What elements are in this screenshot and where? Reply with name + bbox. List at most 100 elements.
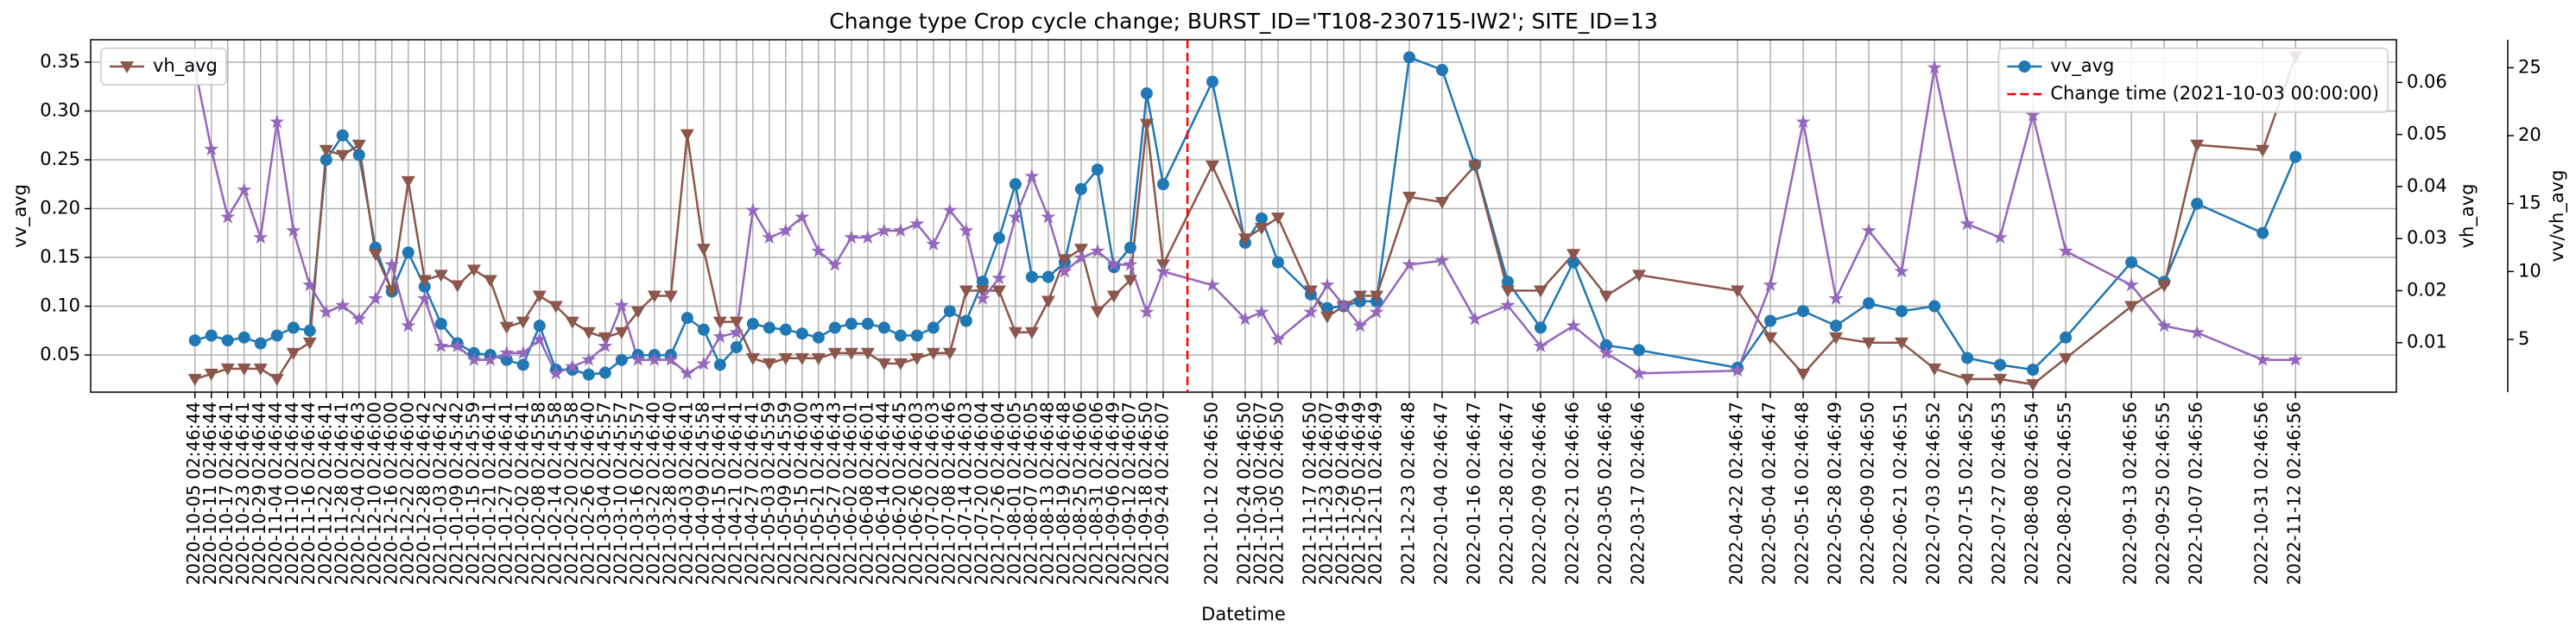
marker	[286, 223, 301, 238]
marker	[384, 257, 400, 271]
marker	[812, 331, 825, 344]
marker	[187, 373, 202, 386]
marker	[696, 356, 712, 371]
marker	[2157, 280, 2172, 293]
marker	[910, 329, 923, 342]
marker	[450, 280, 465, 293]
x-tick-label: 2021-03-10 02:45:57	[610, 402, 630, 585]
marker	[1861, 223, 1877, 238]
marker	[647, 352, 662, 366]
x-tick-label: 2021-08-07 02:46:05	[1020, 402, 1041, 585]
legend: vh_avg	[100, 48, 227, 86]
marker	[1927, 60, 1942, 74]
legend-marker	[2018, 60, 2031, 73]
marker	[384, 285, 399, 298]
x-tick-label: 2022-03-05 02:46:46	[1595, 402, 1616, 585]
x-tick-label: 2021-03-16 02:45:57	[626, 402, 647, 585]
marker	[450, 338, 465, 353]
x-tick-label: 2021-06-20 02:46:45	[889, 402, 909, 585]
y-tick-label: 0.06	[2407, 71, 2447, 92]
x-tick-label: 2022-06-09 02:46:50	[1858, 402, 1878, 585]
marker	[1795, 114, 1811, 129]
marker	[1041, 209, 1056, 224]
marker	[221, 334, 234, 347]
x-axis-label: Datetime	[1201, 604, 1286, 624]
marker	[434, 317, 447, 330]
marker	[1254, 304, 1269, 319]
marker	[499, 321, 514, 334]
y-tick-label: 0.20	[40, 198, 80, 219]
marker	[745, 202, 761, 217]
marker	[1106, 257, 1122, 271]
marker	[1796, 368, 1811, 381]
marker	[730, 341, 743, 354]
y-axis-label: vv_avg	[9, 184, 31, 248]
x-tick-label: 2021-11-29 02:46:49	[1332, 402, 1352, 585]
marker	[205, 329, 218, 342]
x-tick-label: 2020-12-28 02:46:42	[413, 402, 434, 585]
marker	[926, 347, 940, 360]
x-tick-label: 2022-05-16 02:46:48	[1792, 402, 1813, 585]
x-tick-label: 2022-01-16 02:46:47	[1464, 402, 1484, 585]
marker	[1073, 244, 1088, 257]
marker	[565, 316, 579, 329]
marker	[1994, 358, 2007, 371]
marker	[1237, 233, 1252, 246]
marker	[1123, 257, 1138, 271]
marker	[729, 325, 744, 339]
marker	[909, 216, 925, 231]
marker	[1352, 318, 1368, 333]
marker	[269, 114, 285, 129]
x-tick-label: 2021-05-27 02:46:43	[823, 402, 844, 585]
marker	[746, 317, 759, 330]
x-tick-label: 2022-02-21 02:46:46	[1562, 402, 1583, 585]
marker	[582, 368, 595, 381]
marker	[729, 316, 744, 329]
marker	[959, 285, 973, 298]
marker	[1863, 297, 1876, 310]
marker	[778, 352, 793, 365]
marker	[614, 327, 629, 339]
x-tick-label: 2021-10-24 02:46:50	[1233, 402, 1254, 585]
marker	[1828, 290, 1844, 306]
x-tick-label: 2020-10-17 02:46:41	[216, 402, 237, 585]
legend-label: vh_avg	[153, 55, 218, 77]
marker	[1025, 270, 1038, 283]
y-tick-label: 25	[2518, 56, 2541, 77]
x-tick-label: 2020-10-11 02:46:44	[199, 402, 220, 585]
marker	[1139, 304, 1155, 319]
marker	[992, 231, 1005, 244]
legend: vv_avg Change time (2021-10-03 00:00:00)	[1997, 48, 2389, 113]
marker	[1763, 332, 1778, 345]
marker	[1896, 305, 1908, 318]
x-tick-label: 2021-02-02 02:46:41	[511, 402, 532, 585]
x-tick-label: 2022-10-07 02:46:56	[2186, 402, 2206, 585]
x-tick-label: 2021-07-20 02:46:04	[971, 402, 991, 585]
x-tick-label: 2021-05-15 02:46:00	[790, 402, 811, 585]
marker	[1008, 327, 1022, 339]
marker	[2025, 107, 2041, 122]
marker	[975, 290, 991, 306]
marker	[1155, 263, 1171, 278]
marker	[1205, 160, 1219, 173]
marker	[499, 345, 515, 359]
x-tick-label: 2022-01-04 02:46:47	[1430, 402, 1451, 585]
x-tick-label: 2021-05-03 02:45:59	[757, 402, 778, 585]
marker	[302, 337, 317, 350]
marker	[877, 321, 890, 334]
x-tick-label: 2022-07-15 02:46:52	[1956, 402, 1977, 585]
marker	[1467, 311, 1483, 326]
marker	[2058, 243, 2073, 257]
marker	[204, 141, 219, 156]
x-tick-label: 2021-03-22 02:46:40	[642, 402, 663, 585]
marker	[827, 257, 843, 271]
marker	[319, 144, 333, 157]
x-tick-label: 2021-12-11 02:46:49	[1364, 402, 1385, 585]
x-tick-label: 2021-02-08 02:45:58	[528, 402, 548, 585]
marker	[2156, 318, 2172, 333]
marker	[927, 321, 940, 334]
marker	[352, 149, 365, 162]
marker	[1633, 344, 1646, 357]
x-tick-label: 2021-10-30 02:46:07	[1250, 402, 1270, 585]
x-tick-label: 2021-05-21 02:46:43	[807, 402, 827, 585]
